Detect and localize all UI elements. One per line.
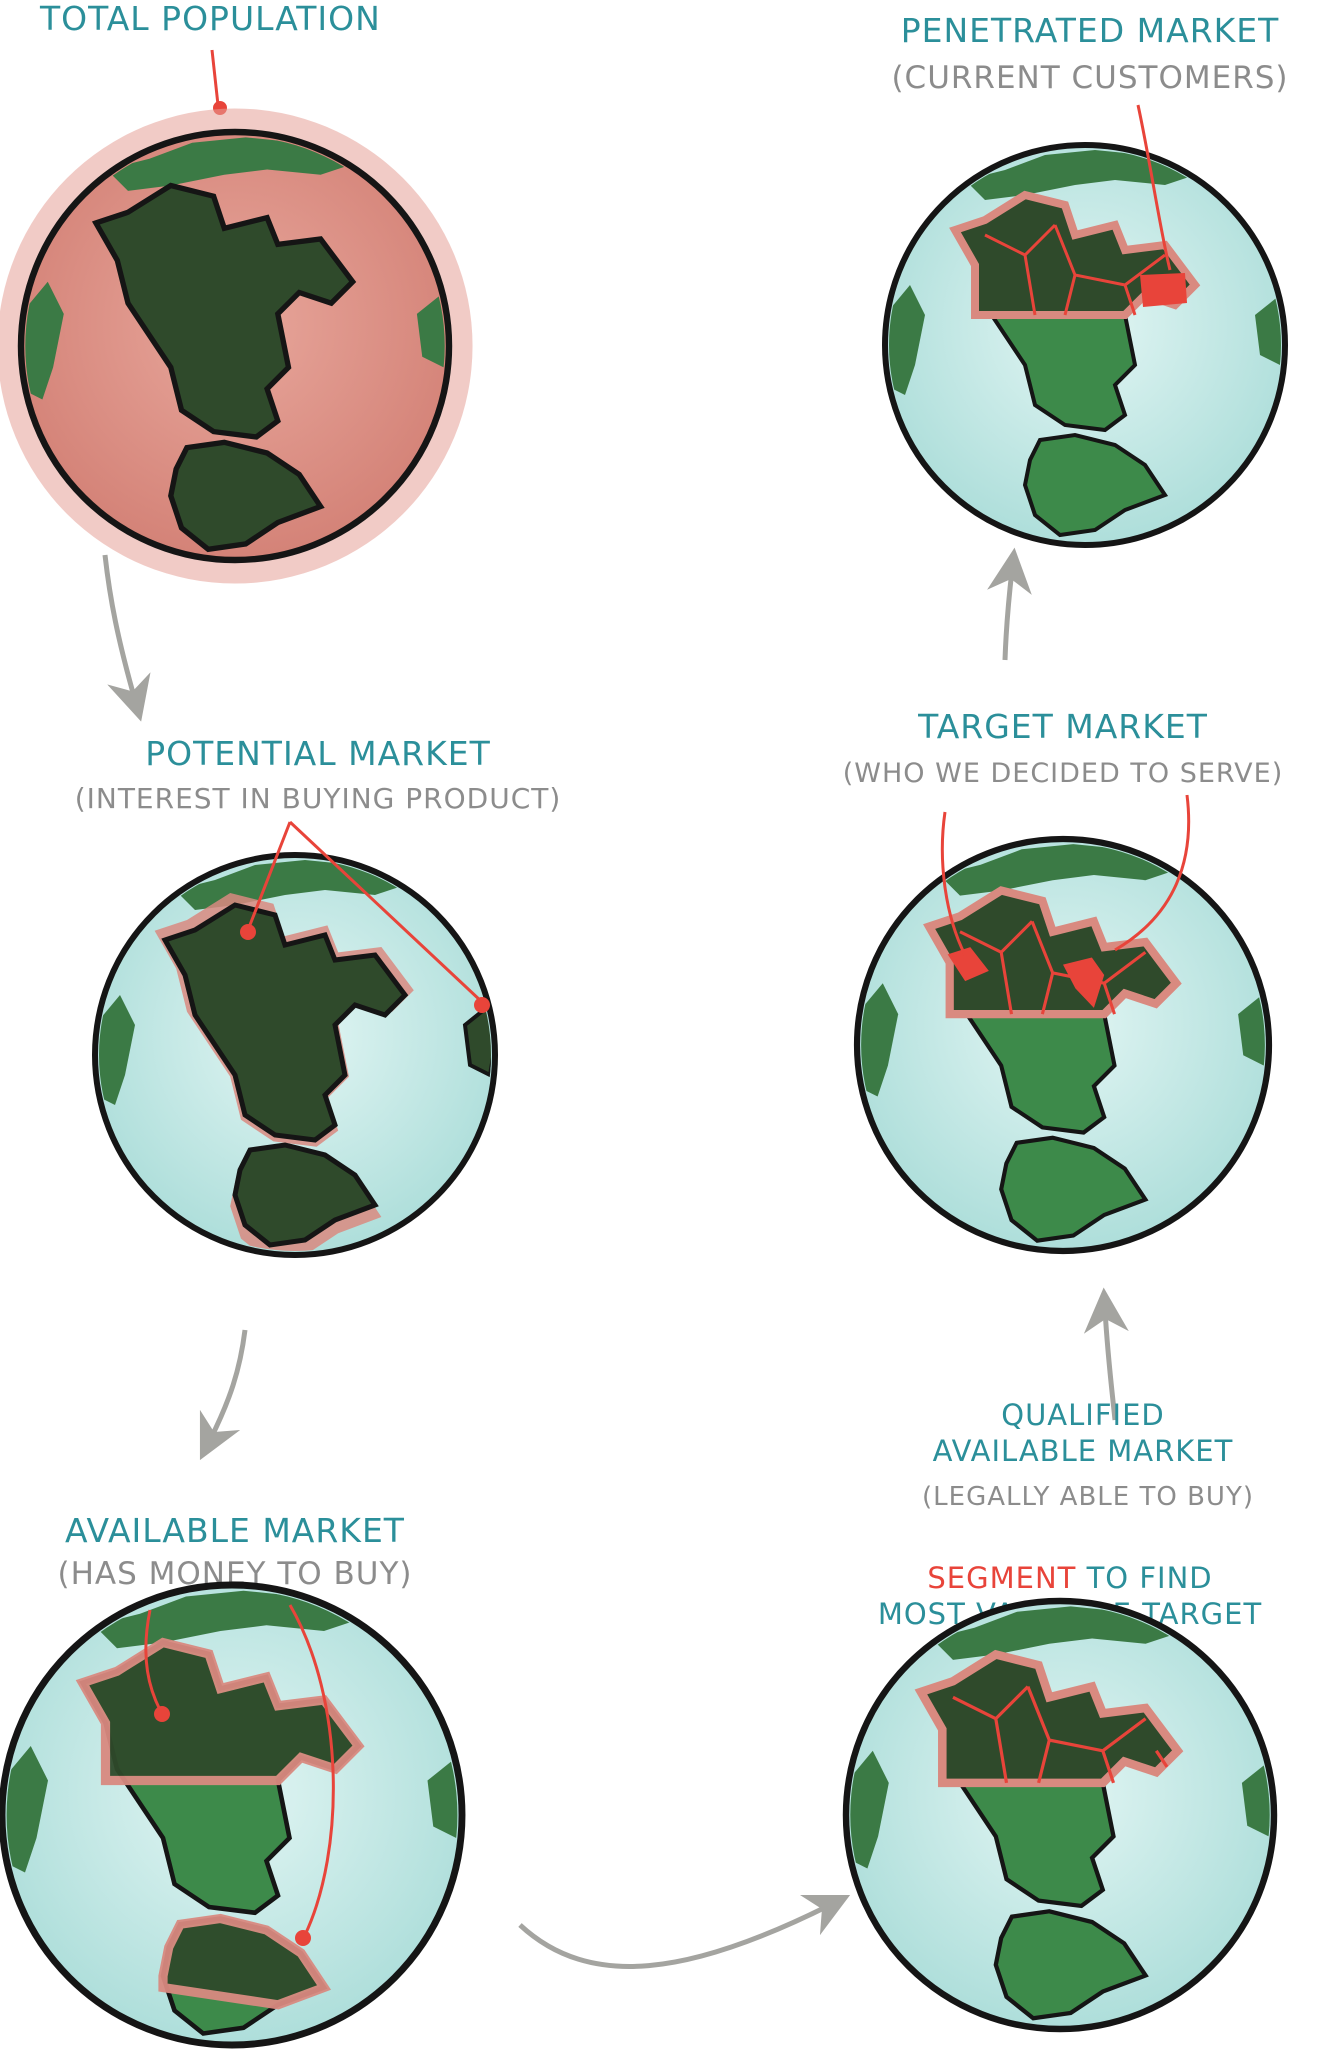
available-market-pointer (144, 1604, 335, 1936)
flow-arrow-2 (199, 1329, 248, 1461)
total-population-pointer (210, 49, 220, 106)
available-market-stage: AVAILABLE MARKET (HAS MONEY TO BUY) (0, 1511, 466, 2049)
flow-arrow-5 (987, 547, 1032, 661)
potential-market-pointer (246, 820, 484, 1004)
available-market-label: AVAILABLE MARKET (65, 1511, 405, 1550)
target-market-pointer (940, 794, 1191, 956)
potential-market-sublabel: (INTEREST IN BUYING PRODUCT) (75, 782, 562, 815)
penetrated-market-sublabel: (CURRENT CUSTOMERS) (891, 60, 1288, 96)
pointer-dot (154, 1706, 170, 1722)
potential-market-label: POTENTIAL MARKET (145, 734, 491, 773)
qualified-label-line1: QUALIFIED (1001, 1398, 1165, 1432)
penetrated-market-label: PENETRATED MARKET (901, 11, 1280, 50)
target-market-globe (853, 835, 1273, 1255)
target-market-label: TARGET MARKET (917, 707, 1208, 746)
segment-stage: SEGMENT TO FIND MOST VALUABLE TARGET (842, 1561, 1278, 2033)
total-population-label: TOTAL POPULATION (39, 0, 381, 38)
segment-label-rest: TO FIND (1076, 1561, 1212, 1595)
segment-globe (842, 1597, 1278, 2033)
penetrated-market-pointer (1136, 104, 1172, 271)
available-market-globe (0, 1581, 466, 2049)
qualified-available-market-stage: QUALIFIED AVAILABLE MARKET (LEGALLY ABLE… (922, 1398, 1254, 1512)
segment-label: SEGMENT TO FIND (927, 1561, 1212, 1595)
pointer-dot (240, 924, 256, 940)
total-population-globe (0, 108, 473, 584)
flow-arrow-4 (1083, 1287, 1129, 1421)
flow-arrow-3 (518, 1894, 851, 1969)
penetrated-market-globe (882, 142, 1288, 548)
total-population-stage: TOTAL POPULATION (0, 0, 473, 584)
qualified-label-line2: AVAILABLE MARKET (933, 1434, 1234, 1468)
pointer-dot (295, 1930, 311, 1946)
qualified-sublabel: (LEGALLY ABLE TO BUY) (922, 1482, 1254, 1512)
potential-market-stage: POTENTIAL MARKET (INTEREST IN BUYING PRO… (75, 734, 562, 1258)
target-market-stage: TARGET MARKET (WHO WE DECIDED TO SERVE) (843, 707, 1283, 1255)
pointer-dot (474, 997, 490, 1013)
target-market-sublabel: (WHO WE DECIDED TO SERVE) (843, 758, 1283, 789)
segment-highlight: SEGMENT (927, 1561, 1076, 1595)
flow-arrow-1 (102, 554, 151, 722)
potential-market-globe (92, 852, 498, 1258)
penetrated-market-stage: PENETRATED MARKET (CURRENT CUSTOMERS) (882, 11, 1288, 548)
